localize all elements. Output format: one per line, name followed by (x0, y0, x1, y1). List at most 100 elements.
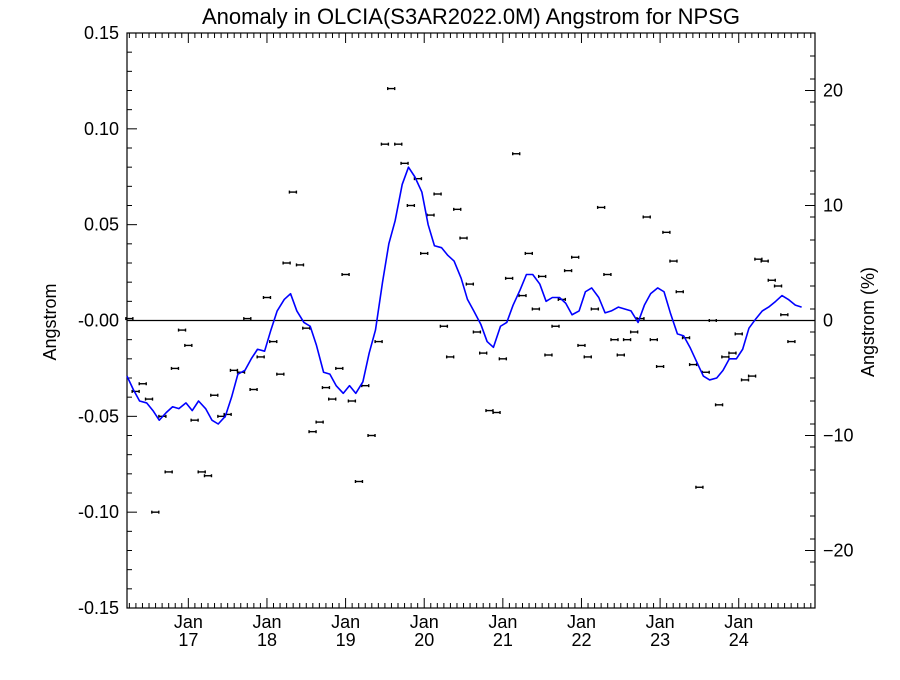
monthly-anomaly-marker (695, 485, 704, 489)
monthly-anomaly-marker (328, 397, 337, 401)
monthly-anomaly-marker (760, 259, 769, 263)
monthly-anomaly-marker (262, 296, 272, 299)
monthly-anomaly-marker (439, 324, 449, 328)
monthly-anomaly-marker (295, 263, 305, 267)
monthly-anomaly-marker (655, 365, 665, 368)
monthly-anomaly-marker (426, 213, 435, 217)
monthly-anomaly-marker (335, 366, 344, 370)
monthly-anomaly-marker (151, 510, 160, 514)
monthly-anomaly-marker (675, 290, 684, 294)
y-left-tick-label: -0.15 (78, 598, 119, 618)
monthly-anomaly-marker (144, 397, 154, 401)
x-tick-label-month: Jan (410, 612, 439, 632)
monthly-anomaly-marker (374, 340, 383, 344)
monthly-anomaly-marker (629, 330, 639, 334)
monthly-anomaly-marker (544, 353, 553, 357)
monthly-anomaly-marker (498, 357, 508, 361)
monthly-anomaly-marker (518, 294, 527, 298)
monthly-anomaly-marker (210, 393, 219, 397)
monthly-anomaly-marker (721, 355, 730, 359)
chart-title: Anomaly in OLCIA(S3AR2022.0M) Angstrom f… (202, 4, 740, 29)
monthly-anomaly-marker (570, 255, 580, 259)
monthly-anomaly-marker (125, 317, 134, 321)
monthly-anomaly-marker (524, 251, 533, 255)
y-left-tick-label: 0.05 (84, 215, 119, 235)
y-right-tick-label: 10 (823, 196, 843, 216)
monthly-anomaly-marker (276, 372, 285, 376)
x-tick-label-year: 24 (729, 630, 749, 650)
x-tick-label-month: Jan (488, 612, 517, 632)
monthly-anomaly-marker (341, 273, 350, 276)
monthly-anomaly-marker (577, 343, 586, 347)
monthly-anomaly-marker (184, 343, 193, 347)
monthly-anomaly-marker (649, 338, 659, 342)
monthly-anomaly-marker (616, 353, 625, 357)
monthly-anomaly-marker (256, 355, 265, 359)
monthly-anomaly-marker (347, 399, 357, 403)
monthly-anomaly-marker (321, 386, 331, 390)
monthly-anomaly-marker (563, 269, 573, 273)
monthly-anomaly-marker (282, 261, 291, 265)
monthly-anomaly-marker (740, 378, 750, 382)
x-tick-label-month: Jan (646, 612, 675, 632)
monthly-anomaly-marker (203, 474, 213, 478)
monthly-anomaly-marker (531, 307, 541, 311)
monthly-anomaly-marker (708, 319, 717, 322)
monthly-anomaly-marker (354, 480, 364, 483)
monthly-anomaly-marker (754, 257, 763, 261)
monthly-anomaly-marker (537, 274, 547, 278)
monthly-anomaly-marker (170, 366, 180, 370)
monthly-anomaly-marker (197, 470, 206, 474)
monthly-anomaly-marker (610, 338, 619, 342)
y-right-tick-label: −10 (823, 426, 854, 446)
monthly-anomaly-marker (734, 332, 743, 336)
monthly-anomaly-marker (406, 204, 416, 207)
monthly-anomaly-marker (596, 205, 606, 209)
monthly-anomaly-marker (669, 259, 678, 263)
x-tick-label-year: 21 (493, 630, 513, 650)
x-tick-label-year: 23 (650, 630, 670, 650)
monthly-anomaly-marker (512, 152, 521, 156)
monthly-anomaly-marker (465, 282, 475, 286)
monthly-anomaly-marker (453, 207, 462, 211)
monthly-anomaly-marker (492, 411, 501, 414)
monthly-anomaly-marker (420, 251, 429, 255)
monthly-anomaly-marker (622, 338, 632, 342)
monthly-anomaly-marker (590, 307, 600, 311)
monthly-anomaly-marker (445, 355, 455, 359)
monthly-anomaly-marker (662, 230, 671, 234)
monthly-anomaly-marker (131, 389, 140, 393)
monthly-anomaly-marker (603, 273, 612, 276)
monthly-anomaly-marker (190, 418, 199, 422)
x-tick-label-month: Jan (174, 612, 203, 632)
monthly-anomaly-marker (504, 276, 514, 280)
monthly-anomaly-marker (714, 403, 724, 407)
y-left-tick-label: -0.10 (78, 502, 119, 522)
plot-area: 0.15 0.10 0.05 -0.00 -0.05 -0.10 -0.15 20 10 0 −10… (78, 23, 854, 650)
monthly-anomaly-marker (773, 284, 783, 288)
monthly-anomaly-marker (138, 382, 147, 386)
monthly-anomaly-marker (767, 278, 776, 282)
x-tick-label-month: Jan (252, 612, 281, 632)
monthly-anomaly-marker (315, 420, 324, 424)
monthly-anomaly-marker (433, 192, 442, 196)
monthly-anomaly-marker (302, 326, 311, 330)
monthly-anomaly-marker (269, 340, 278, 344)
x-tick-label-year: 17 (178, 630, 198, 650)
monthly-anomaly-marker (485, 409, 494, 413)
monthly-anomaly-marker (288, 190, 298, 194)
monthly-anomaly-marker (394, 142, 403, 146)
x-tick-label-year: 22 (571, 630, 591, 650)
x-tick-label-year: 20 (414, 630, 434, 650)
monthly-anomaly-marker (249, 388, 258, 391)
y-right-tick-label: −20 (823, 541, 854, 561)
monthly-anomaly-marker (780, 313, 789, 317)
monthly-anomaly-marker (728, 351, 737, 355)
monthly-anomaly-marker (787, 340, 796, 344)
monthly-anomaly-marker (380, 142, 390, 146)
monthly-anomaly-marker (583, 355, 592, 359)
y-left-tick-label: -0.00 (78, 311, 119, 331)
monthly-anomaly-marker (459, 236, 468, 240)
